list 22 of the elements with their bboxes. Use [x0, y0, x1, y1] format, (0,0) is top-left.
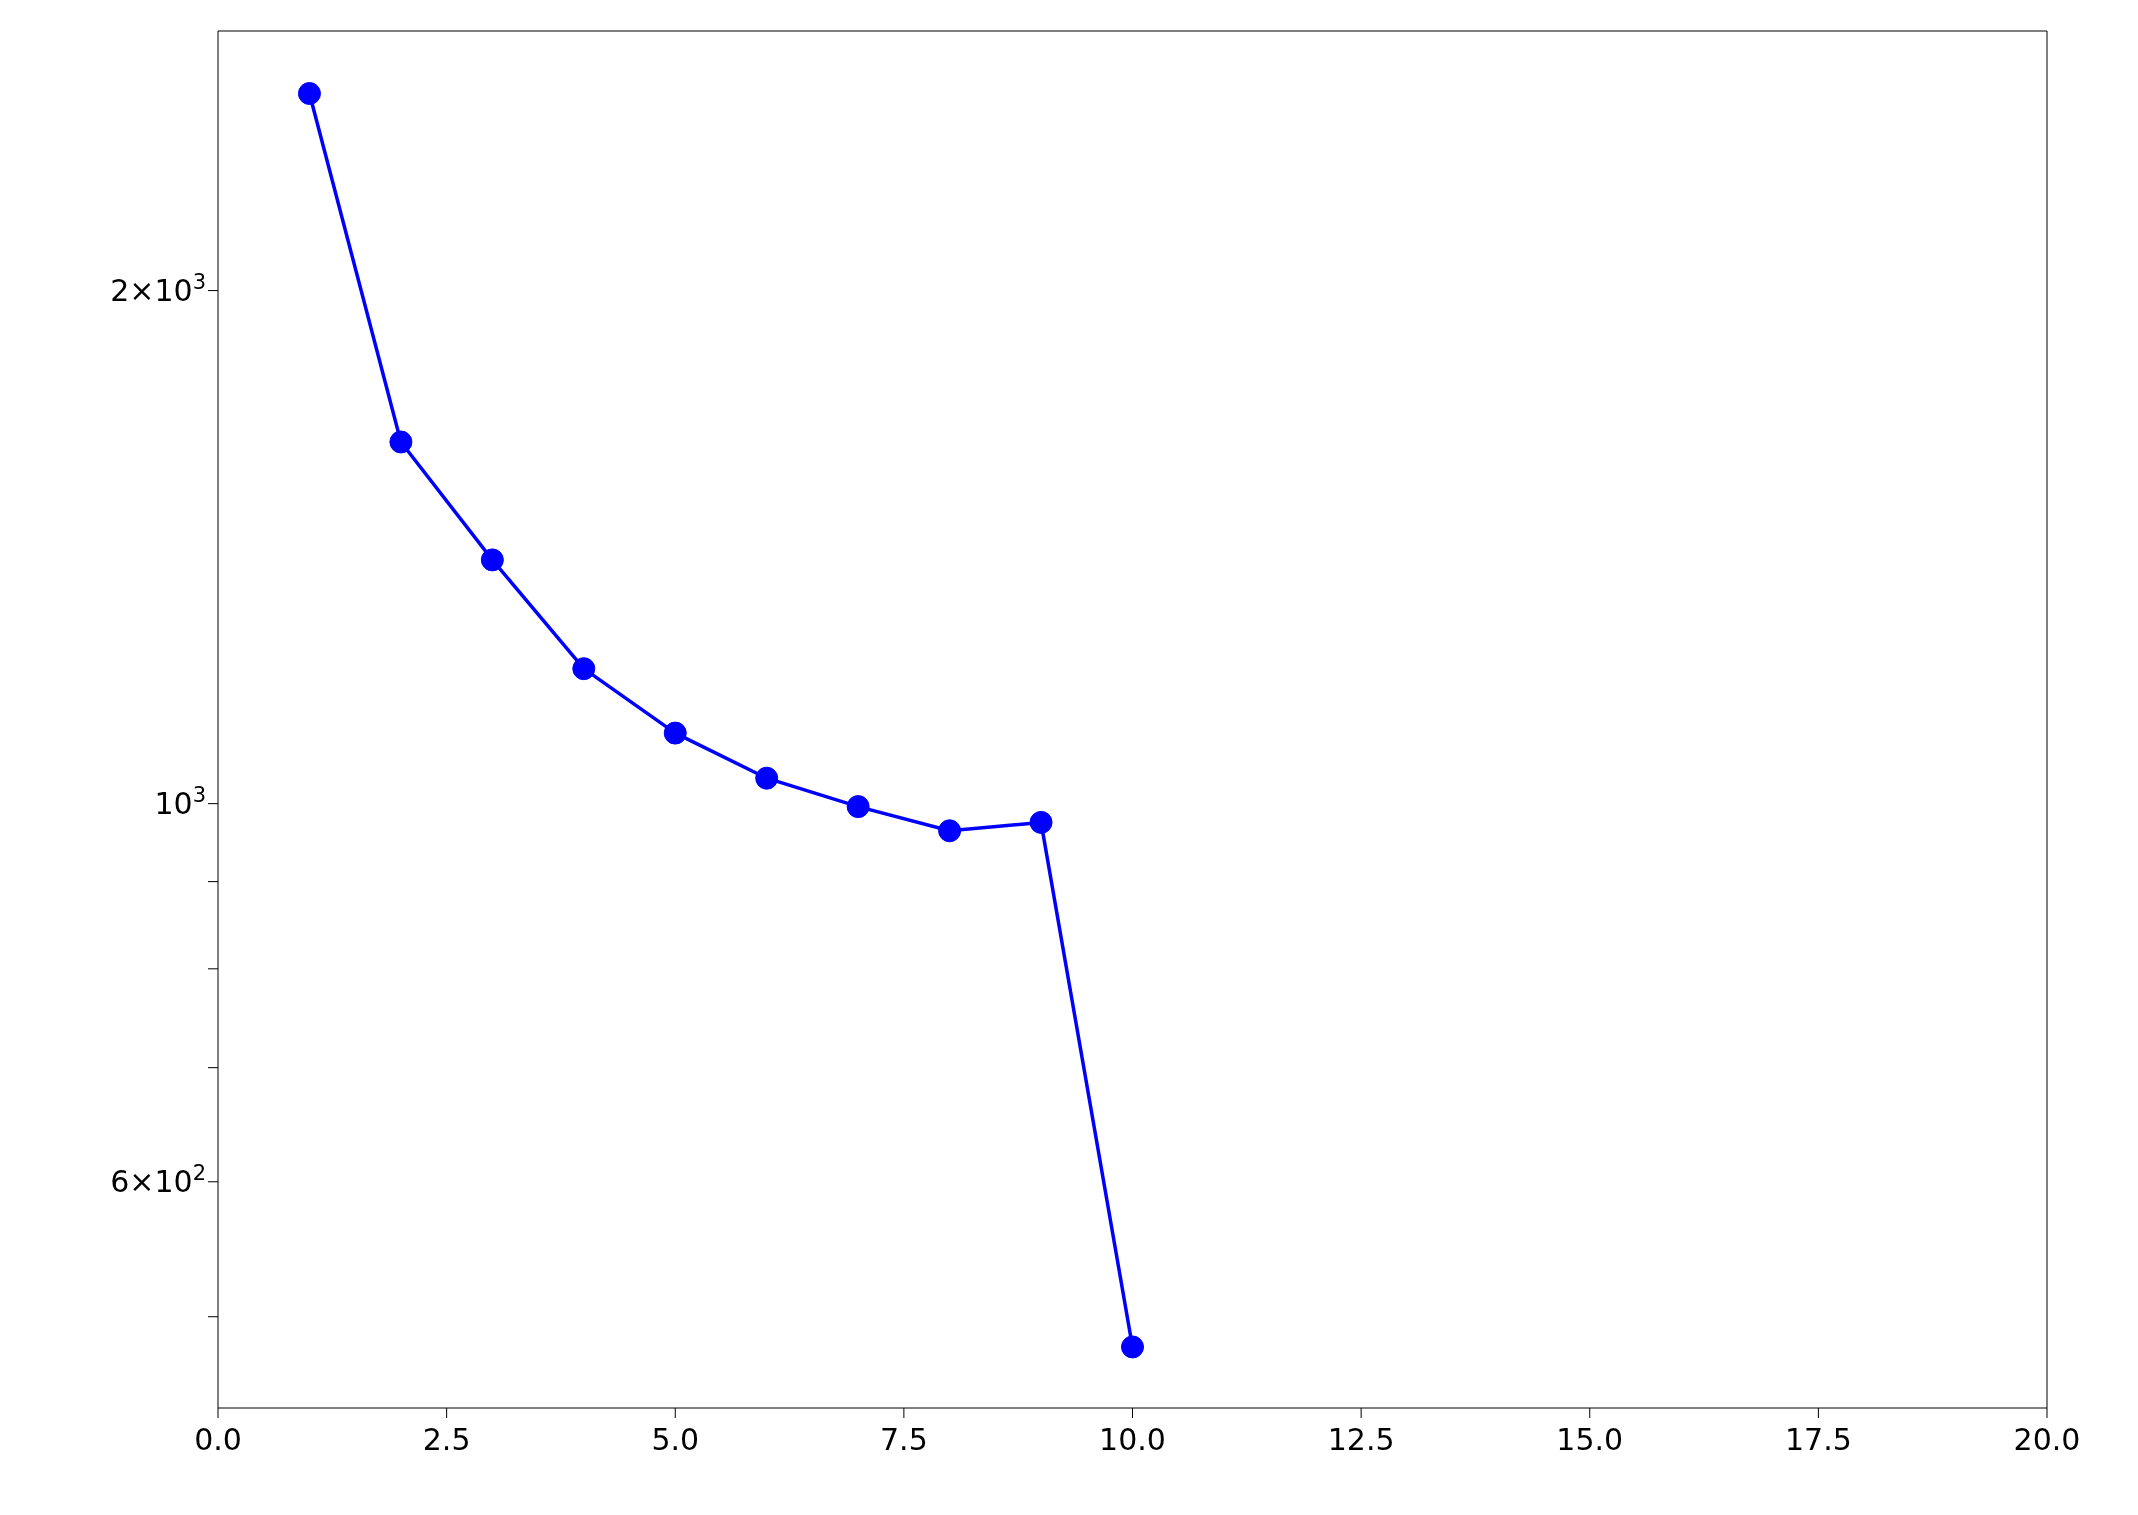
- point: [1029, 810, 1053, 834]
- x-tick-label: 15.0: [1556, 1422, 1624, 1457]
- x-tick-label: 2.5: [422, 1422, 471, 1457]
- point: [1121, 1335, 1144, 1359]
- point: [846, 795, 870, 819]
- y-tick-label: 10$^{3}$: [154, 782, 206, 821]
- x-tick-label: 12.5: [1327, 1422, 1395, 1457]
- y-tick-label: 2×10$^{3}$: [110, 269, 206, 308]
- x-tick-label: 0.0: [194, 1422, 242, 1457]
- point: [938, 819, 962, 843]
- point: [572, 657, 596, 681]
- x-tick-label: 17.5: [1784, 1422, 1852, 1457]
- point: [480, 548, 504, 572]
- x-tick-label: 10.0: [1099, 1422, 1166, 1457]
- point: [663, 721, 687, 745]
- x-tick-label: 20.0: [2013, 1422, 2081, 1457]
- x-tick-label: 5.0: [651, 1422, 700, 1457]
- point: [389, 430, 413, 454]
- point: [755, 766, 779, 790]
- y-tick-label: 6×10$^{2}$: [110, 1160, 206, 1199]
- x-tick-label: 7.5: [880, 1422, 928, 1457]
- point: [297, 82, 321, 106]
